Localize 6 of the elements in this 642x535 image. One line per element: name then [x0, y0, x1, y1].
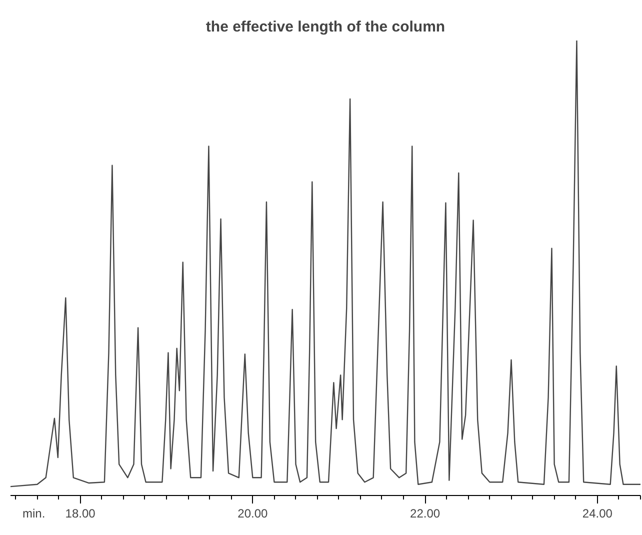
x-tick-label: 22.00 [410, 506, 440, 520]
x-tick-label: 18.00 [65, 506, 96, 520]
x-tick-label: 20.00 [238, 506, 268, 520]
x-axis-title: min. [22, 506, 46, 520]
chart-title: the effective length of the column [206, 18, 446, 36]
x-tick-label: 24.00 [582, 506, 613, 520]
